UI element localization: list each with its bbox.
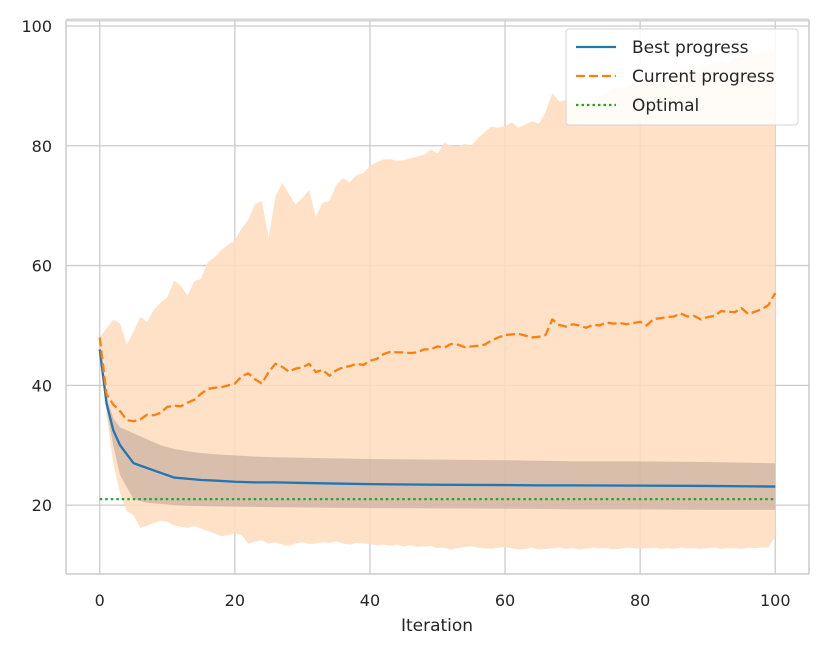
band-best-progress (99, 349, 776, 510)
y-tick-label: 80 (32, 137, 52, 156)
x-tick-label: 60 (495, 591, 515, 610)
legend: Best progress Current progress Optimal (565, 28, 799, 126)
confidence-bands (99, 49, 776, 550)
x-tick-label: 40 (360, 591, 380, 610)
x-axis-label: Iteration (401, 616, 473, 636)
best-progress-line (98, 349, 776, 488)
series-lines (98, 292, 777, 501)
y-tick-label: 100 (21, 17, 52, 36)
tick-labels: 0 20 40 60 80 100 20 40 60 80 100 (21, 17, 790, 610)
y-tick-label: 40 (32, 376, 52, 395)
band-current-progress (99, 49, 776, 550)
legend-entry-current-progress-label: Current progress (632, 67, 775, 87)
x-tick-label: 20 (225, 591, 245, 610)
legend-entry-best-progress-label: Best progress (632, 38, 749, 58)
y-tick-label: 20 (32, 496, 52, 515)
x-tick-label: 0 (95, 591, 105, 610)
x-tick-label: 80 (630, 591, 650, 610)
x-tick-label: 100 (760, 591, 791, 610)
legend-entry-optimal-label: Optimal (632, 96, 699, 116)
axes-frame (65, 18, 810, 575)
y-tick-label: 60 (32, 257, 52, 276)
current-progress-line (98, 292, 777, 423)
legend-box (565, 28, 799, 126)
